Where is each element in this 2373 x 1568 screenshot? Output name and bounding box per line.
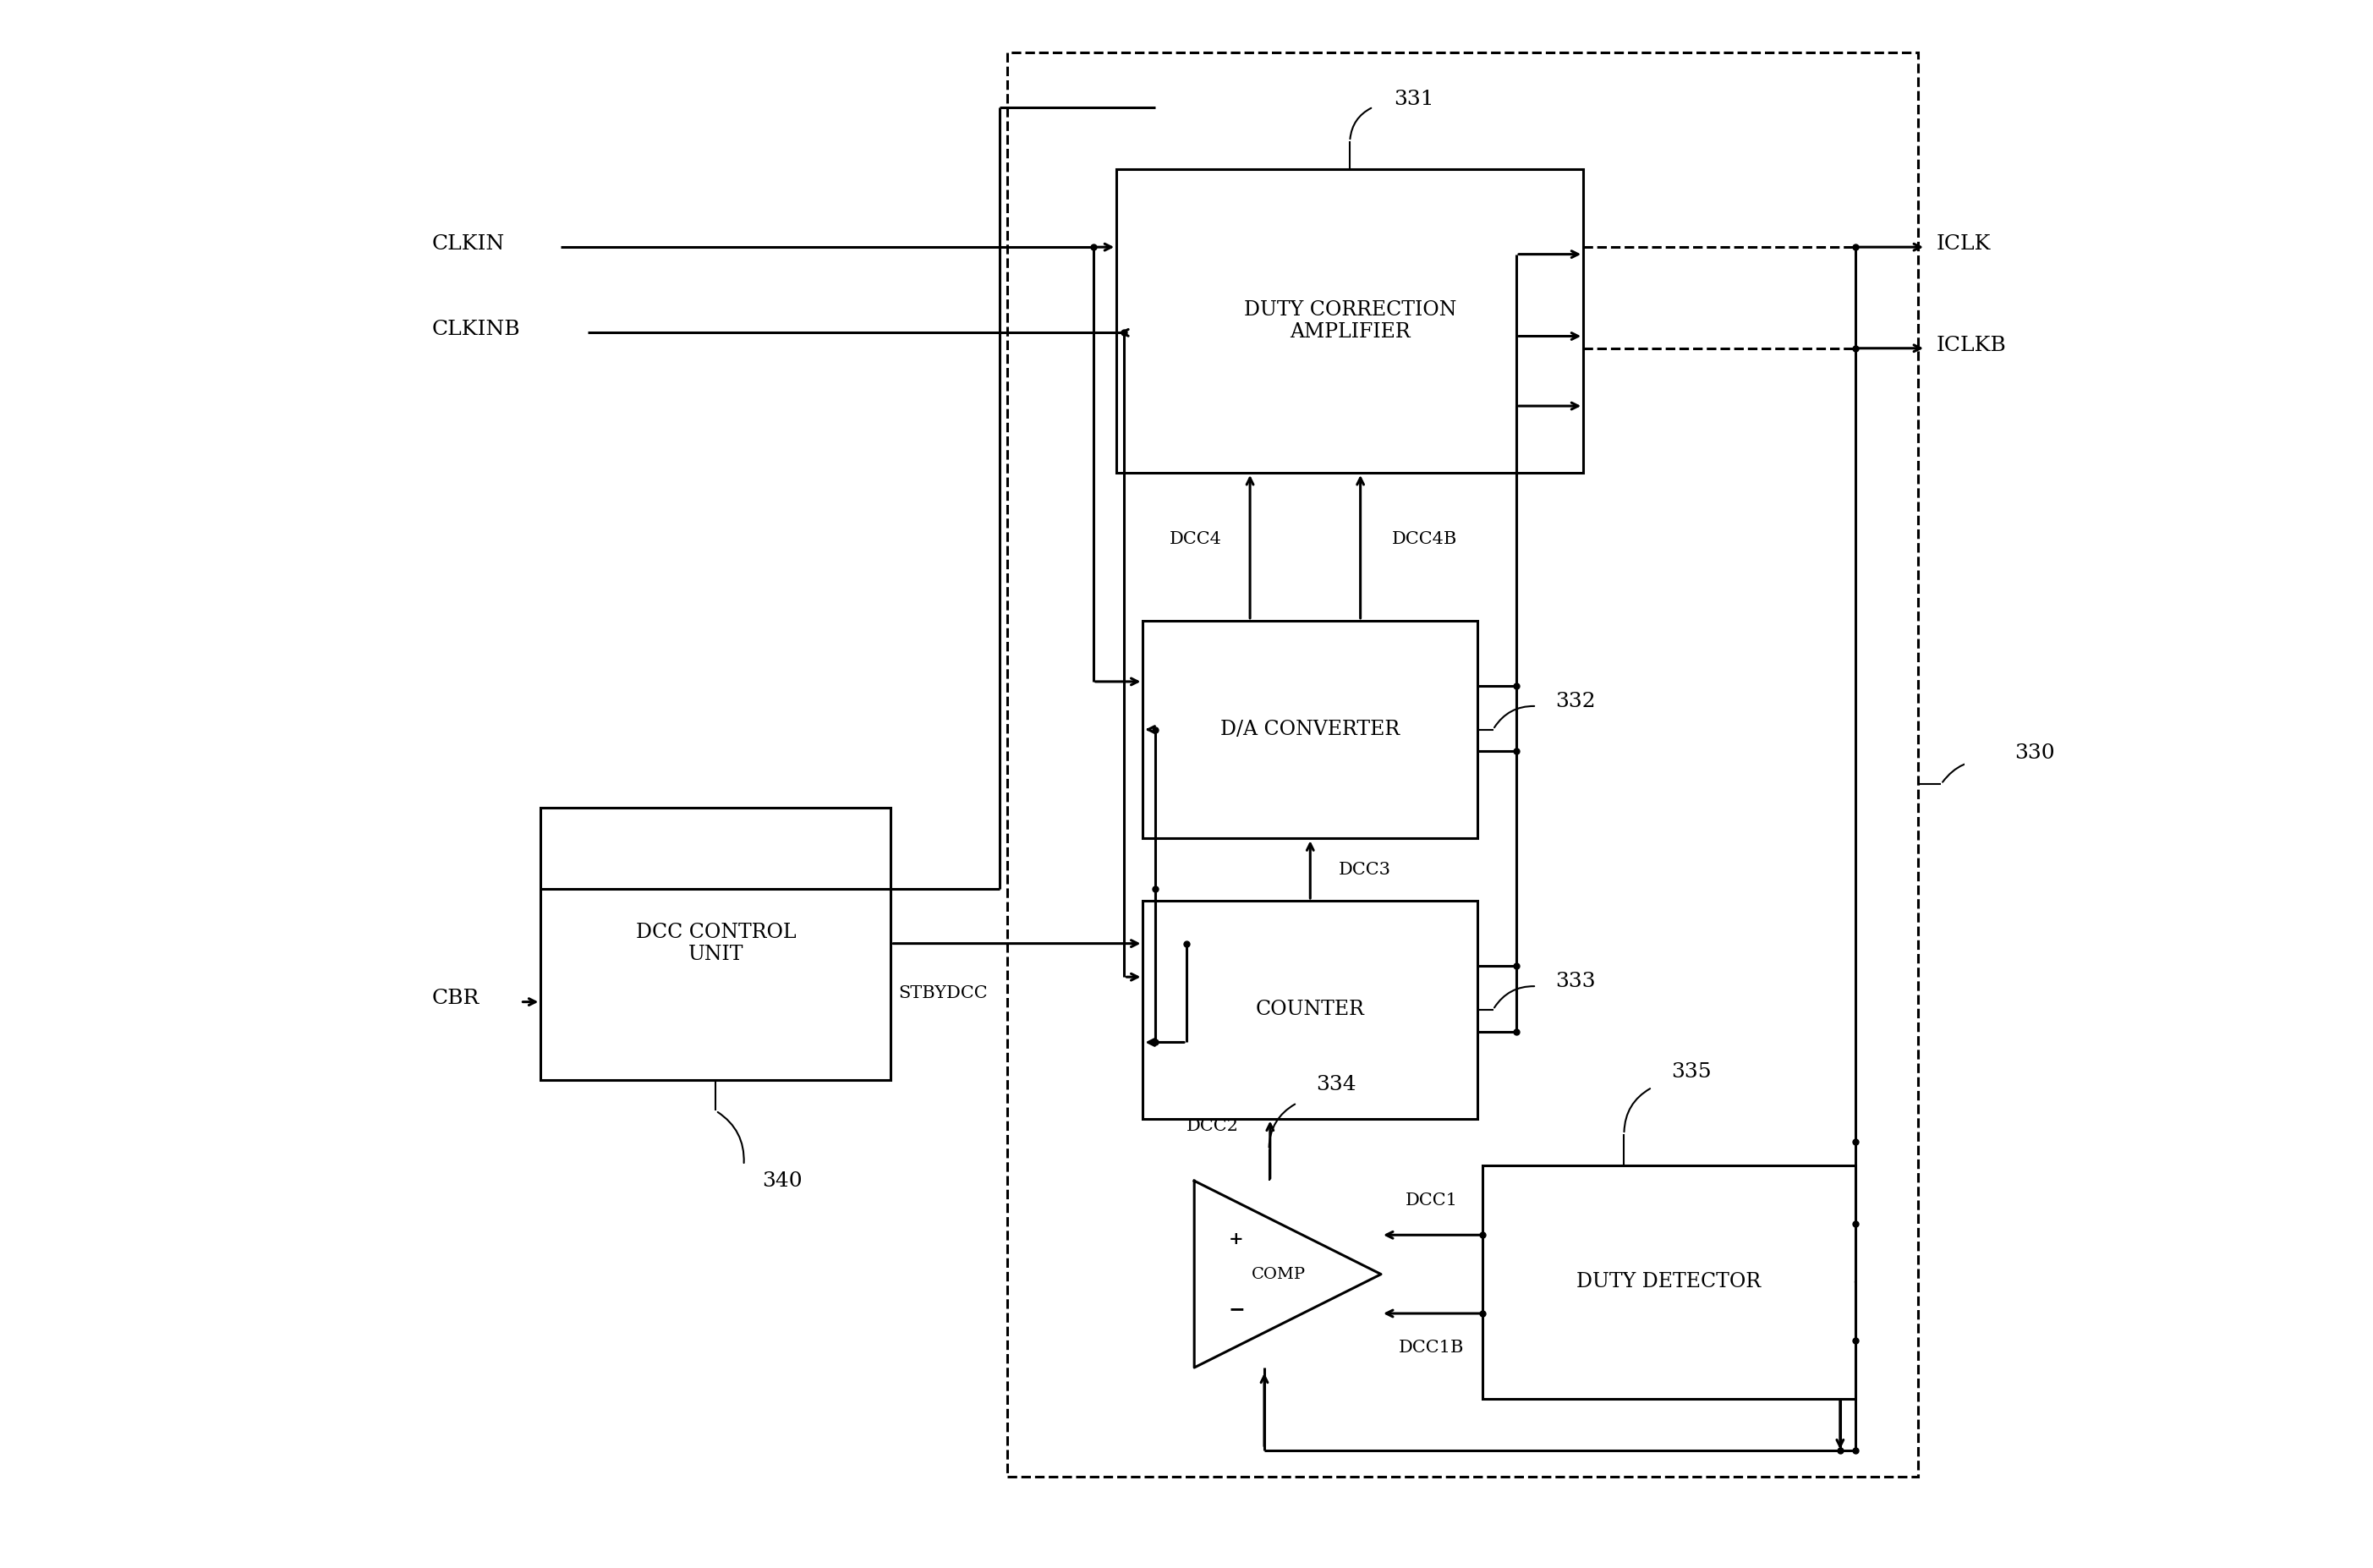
Text: DCC4B: DCC4B (1391, 532, 1457, 547)
Text: 332: 332 (1554, 691, 1595, 712)
Text: DCC1: DCC1 (1405, 1193, 1457, 1209)
Text: DCC4: DCC4 (1170, 532, 1222, 547)
FancyArrowPatch shape (717, 1112, 745, 1163)
Text: D/A CONVERTER: D/A CONVERTER (1220, 720, 1400, 739)
Text: 331: 331 (1393, 89, 1433, 108)
FancyBboxPatch shape (1115, 169, 1583, 472)
FancyBboxPatch shape (541, 808, 890, 1080)
Text: 330: 330 (2015, 743, 2055, 762)
Text: +: + (1229, 1231, 1243, 1247)
Text: ICLKB: ICLKB (1936, 336, 2008, 354)
Text: 335: 335 (1671, 1062, 1711, 1082)
Text: DCC2: DCC2 (1186, 1118, 1239, 1134)
Text: COMP: COMP (1251, 1267, 1305, 1281)
Text: DCC1B: DCC1B (1398, 1339, 1464, 1356)
FancyArrowPatch shape (1623, 1088, 1649, 1132)
FancyArrowPatch shape (1943, 760, 1991, 782)
Text: −: − (1227, 1300, 1246, 1320)
Text: DUTY DETECTOR: DUTY DETECTOR (1576, 1272, 1761, 1292)
Text: DCC3: DCC3 (1338, 861, 1391, 878)
FancyArrowPatch shape (1495, 986, 1535, 1008)
Text: 334: 334 (1315, 1074, 1355, 1094)
Text: 333: 333 (1554, 972, 1595, 991)
FancyBboxPatch shape (1144, 900, 1478, 1118)
Text: STBYDCC: STBYDCC (899, 985, 987, 1002)
FancyBboxPatch shape (1009, 53, 1917, 1477)
Text: DCC CONTROL
UNIT: DCC CONTROL UNIT (636, 922, 795, 964)
Text: CBR: CBR (432, 989, 479, 1008)
FancyBboxPatch shape (1144, 621, 1478, 839)
FancyArrowPatch shape (1270, 1104, 1296, 1148)
Text: DUTY CORRECTION
AMPLIFIER: DUTY CORRECTION AMPLIFIER (1243, 299, 1457, 342)
FancyArrowPatch shape (1350, 108, 1372, 140)
FancyArrowPatch shape (1495, 706, 1535, 728)
FancyBboxPatch shape (1483, 1165, 1856, 1399)
Text: CLKIN: CLKIN (432, 234, 505, 254)
Text: ICLK: ICLK (1936, 234, 1991, 254)
Text: 340: 340 (762, 1171, 802, 1190)
Text: COUNTER: COUNTER (1255, 1000, 1364, 1019)
Text: CLKINB: CLKINB (432, 320, 520, 339)
